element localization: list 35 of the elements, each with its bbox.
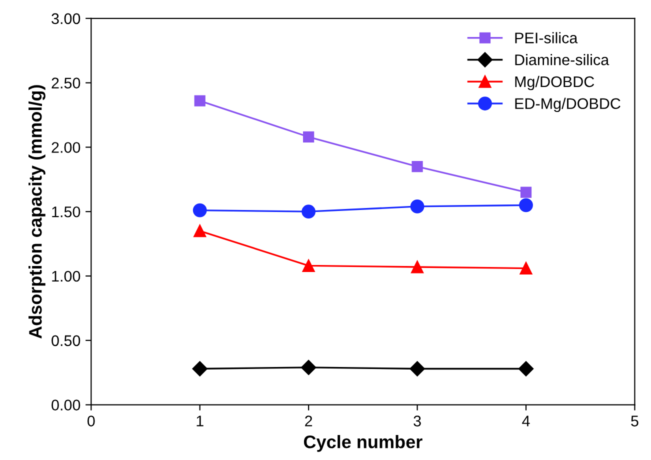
y-tick-label: 0.50	[52, 335, 80, 346]
point	[518, 361, 534, 376]
point	[192, 203, 207, 218]
legend-label: ED-Mg/DOBDC	[515, 98, 620, 112]
point	[519, 198, 533, 212]
legend-label: PEI-silica	[515, 32, 578, 44]
y-tick-label: 2.00	[52, 142, 80, 153]
y-tick-label: 0.00	[52, 400, 80, 410]
point	[410, 361, 425, 376]
point	[302, 204, 316, 219]
point	[303, 131, 314, 142]
point	[302, 259, 315, 272]
point	[192, 361, 208, 376]
x-tick-label: 3	[414, 416, 421, 426]
point	[412, 160, 423, 172]
point	[194, 95, 206, 106]
y-axis-title: Adsorption capacity (mmol/g)	[28, 85, 46, 339]
x-tick-label: 2	[305, 416, 312, 426]
y-tick-label: 3.00	[52, 13, 80, 24]
point	[301, 360, 316, 376]
y-tick-label: 1.50	[52, 206, 80, 218]
x-tick-label: 0	[87, 416, 95, 426]
point	[520, 262, 532, 275]
legend-label: Mg/DOBDC	[515, 76, 594, 90]
y-tick-label: 2.50	[52, 78, 80, 88]
x-tick-label: 4	[522, 416, 530, 426]
point	[520, 186, 532, 198]
x-tick-label: 1	[196, 416, 204, 426]
point	[194, 224, 206, 238]
y-tick-label: 1.00	[52, 270, 80, 282]
x-tick-label: 5	[631, 416, 638, 426]
point	[410, 200, 424, 214]
x-axis-title: Cycle number	[304, 435, 422, 452]
point	[411, 260, 424, 274]
legend-label: Diamine-silica	[515, 54, 610, 66]
